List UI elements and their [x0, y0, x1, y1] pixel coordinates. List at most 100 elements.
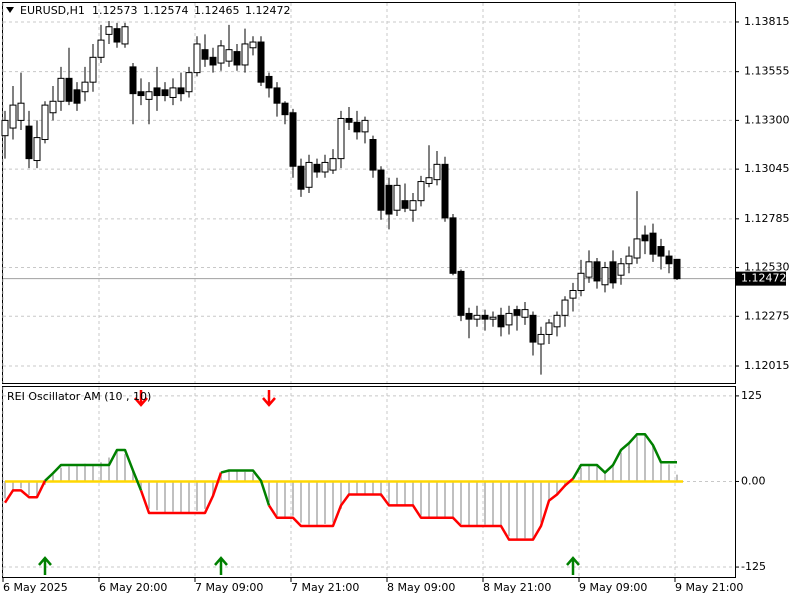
- menu-triangle[interactable]: [6, 7, 14, 13]
- candle-body: [345, 117, 353, 123]
- candle-body: [369, 139, 377, 171]
- candle-body: [129, 66, 137, 95]
- candle-body: [593, 261, 601, 282]
- candle-body: [201, 49, 209, 60]
- candle-body: [665, 255, 673, 265]
- candle-body: [537, 333, 545, 345]
- candle-body: [449, 217, 457, 274]
- candle-body: [17, 102, 25, 121]
- candle-body: [209, 56, 217, 66]
- candle-body: [529, 314, 537, 343]
- sell-arrow: [134, 390, 148, 407]
- price-tag: [736, 271, 786, 286]
- ohlc-open: 1.12573: [92, 4, 138, 17]
- x-tick-label: 9 May 21:00: [675, 581, 743, 594]
- y-tick-label: 125: [741, 389, 762, 402]
- x-tick-label: 7 May 09:00: [195, 581, 263, 594]
- candle-body: [313, 163, 321, 173]
- buy-arrow: [566, 556, 580, 575]
- y-tick-label: 1.13300: [744, 113, 790, 126]
- candle-body: [105, 26, 113, 35]
- candle-body: [409, 200, 417, 211]
- candle-body: [249, 41, 257, 49]
- candle-body: [553, 314, 561, 328]
- candle-body: [97, 39, 105, 58]
- candle-body: [609, 261, 617, 284]
- candle-body: [561, 299, 569, 316]
- y-tick-label: -125: [741, 560, 766, 573]
- candle-body: [433, 163, 441, 181]
- candle-body: [137, 91, 145, 97]
- signal-line: [3, 480, 47, 504]
- candle-body: [633, 238, 641, 259]
- ohlc-low: 1.12465: [194, 4, 240, 17]
- candle-body: [361, 119, 369, 133]
- candle-body: [273, 87, 281, 104]
- candle-body: [337, 117, 345, 160]
- candle-body: [145, 91, 153, 100]
- candle-body: [601, 267, 609, 286]
- candle-body: [513, 309, 521, 316]
- y-tick-label: 1.12785: [744, 212, 790, 225]
- candle-body: [161, 89, 169, 97]
- candle-body: [217, 45, 225, 64]
- candle-body: [353, 121, 361, 133]
- candle-body: [417, 181, 425, 202]
- candle-body: [385, 184, 393, 215]
- candle-body: [625, 255, 633, 265]
- candle-body: [1, 119, 9, 137]
- candle-body: [521, 309, 529, 318]
- candle-body: [233, 51, 241, 66]
- candle-body: [289, 112, 297, 167]
- candle-body: [177, 87, 185, 95]
- signal-line: [571, 432, 677, 480]
- y-tick-label: 1.12275: [744, 309, 790, 322]
- symbol-title: EURUSD,H1: [20, 4, 85, 17]
- indicator-title: REI Oscillator AM (10 , 10): [7, 390, 151, 403]
- candle-body: [377, 169, 385, 211]
- ohlc-close: 1.12472: [245, 4, 291, 17]
- signal-line: [220, 469, 271, 506]
- y-tick-label: 1.12015: [744, 359, 790, 372]
- candle-body: [425, 177, 433, 184]
- candle-body: [265, 75, 273, 89]
- candle-body: [441, 163, 449, 219]
- candle-body: [241, 43, 249, 66]
- candle-body: [673, 258, 681, 280]
- sell-arrow: [262, 390, 276, 407]
- candle-body: [569, 289, 577, 299]
- candle-body: [489, 316, 497, 320]
- candle-body: [89, 56, 97, 83]
- x-tick-label: 6 May 2025: [3, 581, 68, 594]
- candle-body: [193, 43, 201, 74]
- x-tick-label: 9 May 09:00: [579, 581, 647, 594]
- y-tick-label: 1.13555: [744, 65, 790, 78]
- candle-body: [321, 161, 329, 173]
- candle-body: [49, 100, 57, 114]
- candle-body: [473, 314, 481, 320]
- candle-body: [649, 232, 657, 255]
- buy-arrow: [38, 556, 52, 575]
- signal-line: [267, 477, 574, 541]
- y-tick-label: 0.00: [741, 474, 766, 487]
- candle-body: [577, 272, 585, 291]
- candle-body: [329, 158, 337, 171]
- x-tick-label: 8 May 21:00: [483, 581, 551, 594]
- candle-body: [33, 137, 41, 162]
- candle-body: [65, 77, 73, 102]
- buy-arrow: [214, 556, 228, 575]
- candle-body: [617, 263, 625, 276]
- candle-body: [657, 246, 665, 257]
- price-tag-label: 1.12472: [741, 272, 787, 285]
- candle-body: [305, 161, 313, 188]
- candle-body: [169, 87, 177, 98]
- signal-line: [139, 472, 223, 515]
- candle-body: [121, 26, 129, 45]
- candle-body: [585, 261, 593, 278]
- candle-body: [153, 87, 161, 97]
- candle-body: [465, 312, 473, 320]
- y-tick-label: 1.13045: [744, 162, 790, 175]
- ohlc-high: 1.12574: [143, 4, 189, 17]
